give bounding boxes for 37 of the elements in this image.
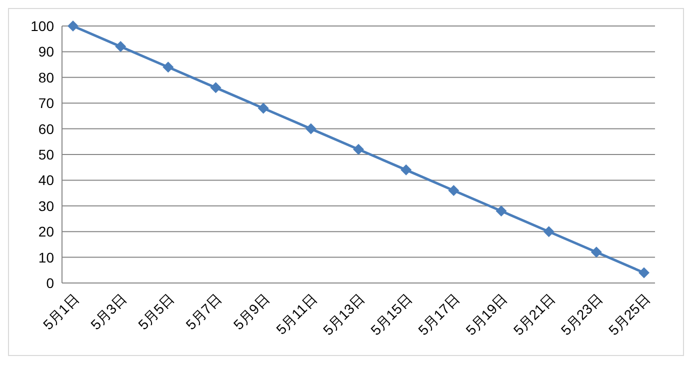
point [353, 144, 364, 155]
x-tick-label: 5月13日 [320, 290, 368, 338]
y-tick-label: 70 [38, 95, 54, 112]
x-tick-label: 5月9日 [230, 290, 272, 333]
y-tick-label: 40 [38, 172, 54, 188]
point [210, 82, 222, 94]
point [258, 102, 269, 114]
point [496, 206, 507, 217]
point [543, 226, 554, 238]
y-tick-label: 30 [38, 198, 54, 214]
point [115, 41, 126, 52]
x-tick-label: 5月7日 [182, 290, 225, 333]
x-tick-label: 5月25日 [605, 290, 653, 338]
x-tick-label: 5月5日 [134, 290, 178, 333]
y-tick-label: 0 [46, 275, 54, 291]
y-tick-label: 60 [38, 120, 54, 137]
point [400, 164, 412, 176]
x-tick-label: 5月21日 [510, 290, 558, 338]
x-tick-label: 5月15日 [367, 290, 416, 338]
point [305, 123, 316, 134]
point [162, 62, 174, 73]
x-tick-label: 5月1日 [40, 290, 82, 333]
point [448, 184, 460, 196]
x-tick-label: 5月17日 [414, 290, 463, 338]
point [68, 20, 78, 32]
point [590, 246, 602, 258]
x-tick-label: 5月19日 [462, 290, 510, 338]
y-tick-label: 80 [38, 69, 54, 86]
x-tick-label: 5月11日 [272, 290, 320, 338]
y-tick-label: 90 [38, 44, 54, 60]
x-tick-label: 5月3日 [87, 290, 130, 333]
y-tick-label: 10 [38, 249, 54, 266]
y-tick-label: 20 [38, 224, 54, 240]
y-tick-label: 50 [38, 146, 54, 162]
y-tick-label: 100 [30, 18, 54, 34]
x-tick-label: 5月23日 [558, 290, 606, 338]
point [638, 267, 650, 278]
